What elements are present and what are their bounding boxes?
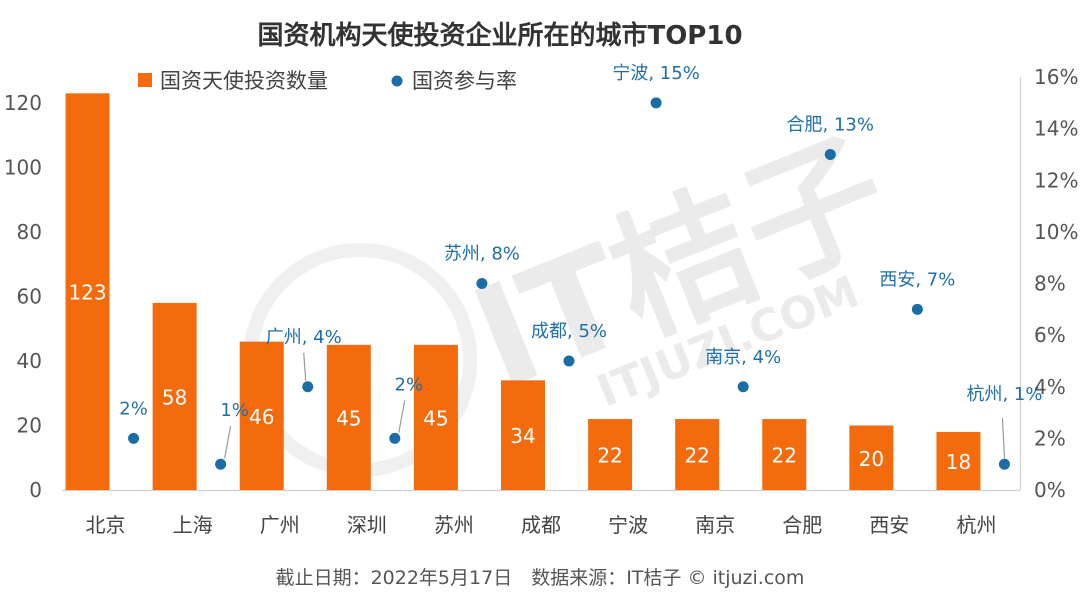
rate-label-leader bbox=[398, 400, 406, 433]
rate-point bbox=[563, 355, 575, 367]
y-right-tick-label: 12% bbox=[1034, 168, 1078, 192]
x-category-label: 上海 bbox=[173, 513, 213, 537]
x-category-label: 北京 bbox=[86, 513, 126, 537]
footer-source: 截止日期：2022年5月17日 数据来源：IT桔子 © itjuzi.com bbox=[276, 567, 805, 589]
rate-value-label: 合肥, 13% bbox=[787, 114, 874, 135]
rate-value-label: 1% bbox=[220, 400, 249, 421]
y-left-tick-label: 100 bbox=[4, 156, 42, 180]
legend: 国资天使投资数量 国资参与率 bbox=[138, 69, 517, 93]
rate-point bbox=[737, 381, 749, 393]
bar bbox=[413, 344, 458, 490]
x-category-label: 成都 bbox=[521, 513, 561, 537]
y-left-tick-label: 0 bbox=[29, 478, 42, 502]
bar-value-label: 45 bbox=[336, 406, 361, 430]
y-right-tick-label: 4% bbox=[1034, 375, 1066, 399]
bar-value-label: 22 bbox=[597, 444, 622, 468]
bar bbox=[675, 419, 720, 490]
rate-points: 2% 1% 广州, 4% 2% 苏州, 8% 成都, 5% 宁波, 15% 南京, 4% 合肥,… bbox=[119, 63, 1042, 470]
bar-value-label: 46 bbox=[249, 405, 274, 429]
bar bbox=[152, 302, 197, 490]
bar bbox=[762, 419, 807, 490]
rate-value-label: 苏州, 8% bbox=[444, 244, 520, 265]
x-category-label: 西安 bbox=[869, 513, 909, 537]
bar bbox=[936, 431, 981, 490]
rate-value-label: 南京, 4% bbox=[705, 347, 781, 368]
bar-value-label: 22 bbox=[684, 444, 709, 468]
rate-point bbox=[998, 458, 1010, 470]
y-right-tick-label: 6% bbox=[1034, 323, 1066, 347]
bar-value-label: 123 bbox=[68, 281, 106, 305]
rate-point bbox=[476, 278, 488, 289]
x-category-label: 合肥 bbox=[782, 513, 822, 537]
bar-value-label: 20 bbox=[859, 447, 884, 471]
legend-bar-label: 国资天使投资数量 bbox=[160, 69, 328, 93]
y-right-tick-label: 0% bbox=[1034, 478, 1066, 502]
y-right-tick-label: 8% bbox=[1034, 272, 1066, 296]
y-right-tick-label: 16% bbox=[1034, 65, 1078, 89]
y-left-tick-label: 20 bbox=[17, 414, 42, 438]
y-left-tick-label: 80 bbox=[17, 220, 42, 244]
legend-bar-swatch bbox=[138, 73, 152, 87]
y-right-tick-label: 2% bbox=[1034, 426, 1066, 450]
bar bbox=[65, 93, 110, 490]
rate-point bbox=[824, 148, 836, 160]
rate-point bbox=[215, 458, 227, 470]
bar-value-label: 18 bbox=[946, 450, 971, 474]
axes: 0 20 40 60 80 100 120 0% 2% 4% 6% 8% 10% 12% 14% 16% 北京 上… bbox=[4, 65, 1079, 537]
rate-value-label: 广州, 4% bbox=[266, 327, 342, 348]
rate-value-label: 成都, 5% bbox=[531, 321, 607, 342]
rate-point bbox=[911, 303, 923, 315]
x-category-label: 苏州 bbox=[434, 513, 474, 537]
bar bbox=[501, 380, 545, 490]
bar bbox=[588, 419, 633, 490]
y-left-tick-label: 40 bbox=[17, 349, 42, 373]
y-right-tick-label: 10% bbox=[1034, 220, 1078, 244]
bar-value-label: 22 bbox=[772, 444, 797, 468]
bar bbox=[849, 425, 894, 490]
rate-label-leader bbox=[224, 426, 232, 459]
rate-point bbox=[128, 432, 140, 444]
bar bbox=[326, 344, 371, 490]
bar-value-label: 45 bbox=[423, 406, 448, 430]
rate-label-leader bbox=[303, 352, 307, 381]
x-category-label: 广州 bbox=[260, 513, 300, 537]
legend-dot-swatch bbox=[391, 75, 403, 87]
y-right-tick-label: 14% bbox=[1034, 117, 1078, 141]
rate-value-label: 宁波, 15% bbox=[612, 63, 699, 84]
x-category-label: 深圳 bbox=[347, 513, 387, 537]
legend-dot-label: 国资参与率 bbox=[412, 69, 517, 93]
rate-value-label: 杭州, 1% bbox=[966, 384, 1042, 405]
rate-value-label: 西安, 7% bbox=[879, 269, 955, 290]
bar bbox=[239, 341, 284, 490]
x-category-label: 宁波 bbox=[608, 513, 648, 537]
y-left-tick-label: 60 bbox=[17, 285, 42, 309]
chart-title: 国资机构天使投资企业所在的城市TOP10 bbox=[257, 20, 742, 51]
rate-value-label: 2% bbox=[395, 374, 424, 395]
bar-value-label: 34 bbox=[510, 424, 535, 448]
rate-point bbox=[650, 97, 662, 109]
rate-value-label: 2% bbox=[119, 398, 148, 419]
x-category-label: 南京 bbox=[695, 513, 735, 537]
rate-point bbox=[302, 381, 314, 393]
rate-point bbox=[389, 432, 401, 444]
y-left-tick-label: 120 bbox=[4, 91, 42, 115]
bars: 123 58 46 45 45 34 22 22 22 20 18 bbox=[65, 93, 981, 490]
rate-label-leader bbox=[1001, 418, 1006, 459]
bar-value-label: 58 bbox=[162, 385, 187, 409]
x-category-label: 杭州 bbox=[956, 513, 996, 537]
